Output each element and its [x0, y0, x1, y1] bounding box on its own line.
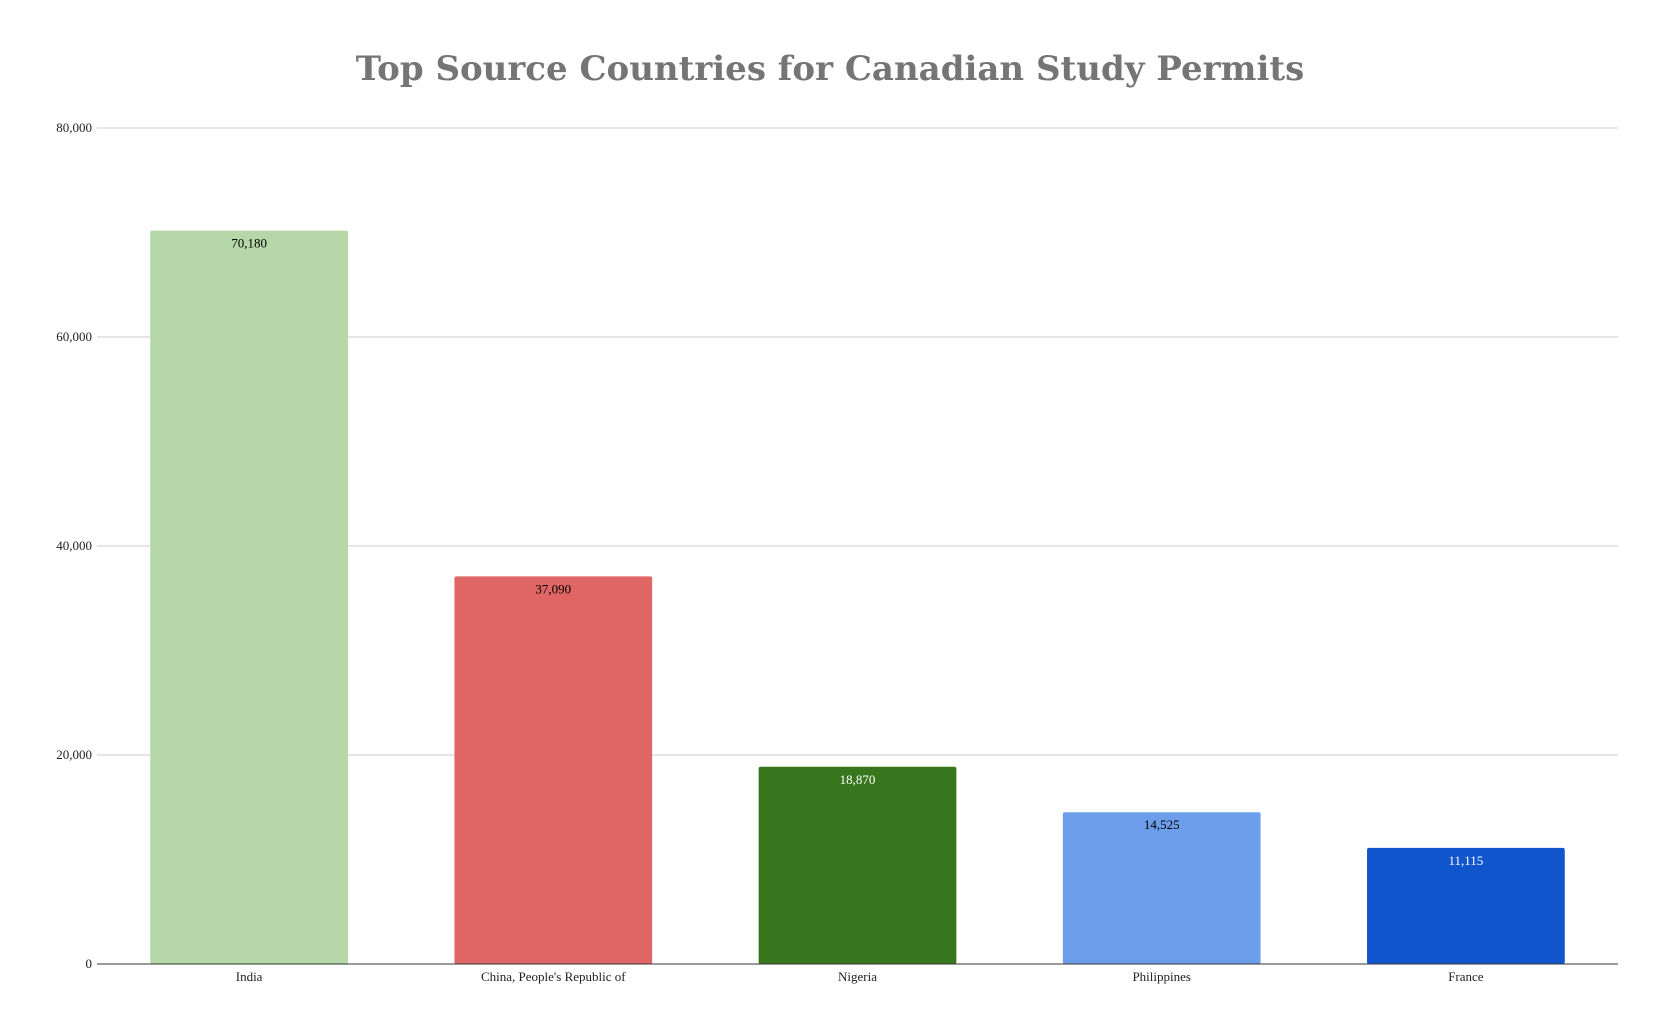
bar	[1367, 847, 1565, 964]
x-tick-label: Nigeria	[838, 969, 877, 984]
bar	[758, 766, 957, 964]
gridlines	[97, 127, 1618, 756]
bar	[1062, 812, 1261, 964]
y-tick-label: 20,000	[56, 747, 92, 762]
data-label: 70,180	[231, 236, 267, 251]
x-tick-label: India	[236, 969, 263, 984]
y-axis-ticks: 0 20,000 40,000 60,000 80,000	[56, 120, 92, 971]
bar	[454, 576, 653, 964]
x-tick-label: France	[1448, 969, 1484, 984]
data-label: 14,525	[1144, 817, 1180, 832]
data-labels: 70,180 37,090 18,870 14,525 11,115	[231, 236, 1483, 868]
data-label: 11,115	[1449, 853, 1484, 868]
bars	[150, 230, 1565, 964]
y-tick-label: 60,000	[56, 329, 92, 344]
y-tick-label: 0	[86, 956, 93, 971]
x-tick-label: Philippines	[1132, 969, 1191, 984]
data-label: 18,870	[840, 772, 876, 787]
y-tick-label: 80,000	[56, 120, 92, 135]
data-label: 37,090	[535, 581, 571, 596]
y-tick-label: 40,000	[56, 538, 92, 553]
bar	[150, 230, 348, 964]
x-tick-label: China, People's Republic of	[481, 969, 626, 984]
chart-title: Top Source Countries for Canadian Study …	[356, 49, 1305, 89]
x-axis-ticks: India China, People's Republic of Nigeria P…	[236, 969, 1484, 984]
